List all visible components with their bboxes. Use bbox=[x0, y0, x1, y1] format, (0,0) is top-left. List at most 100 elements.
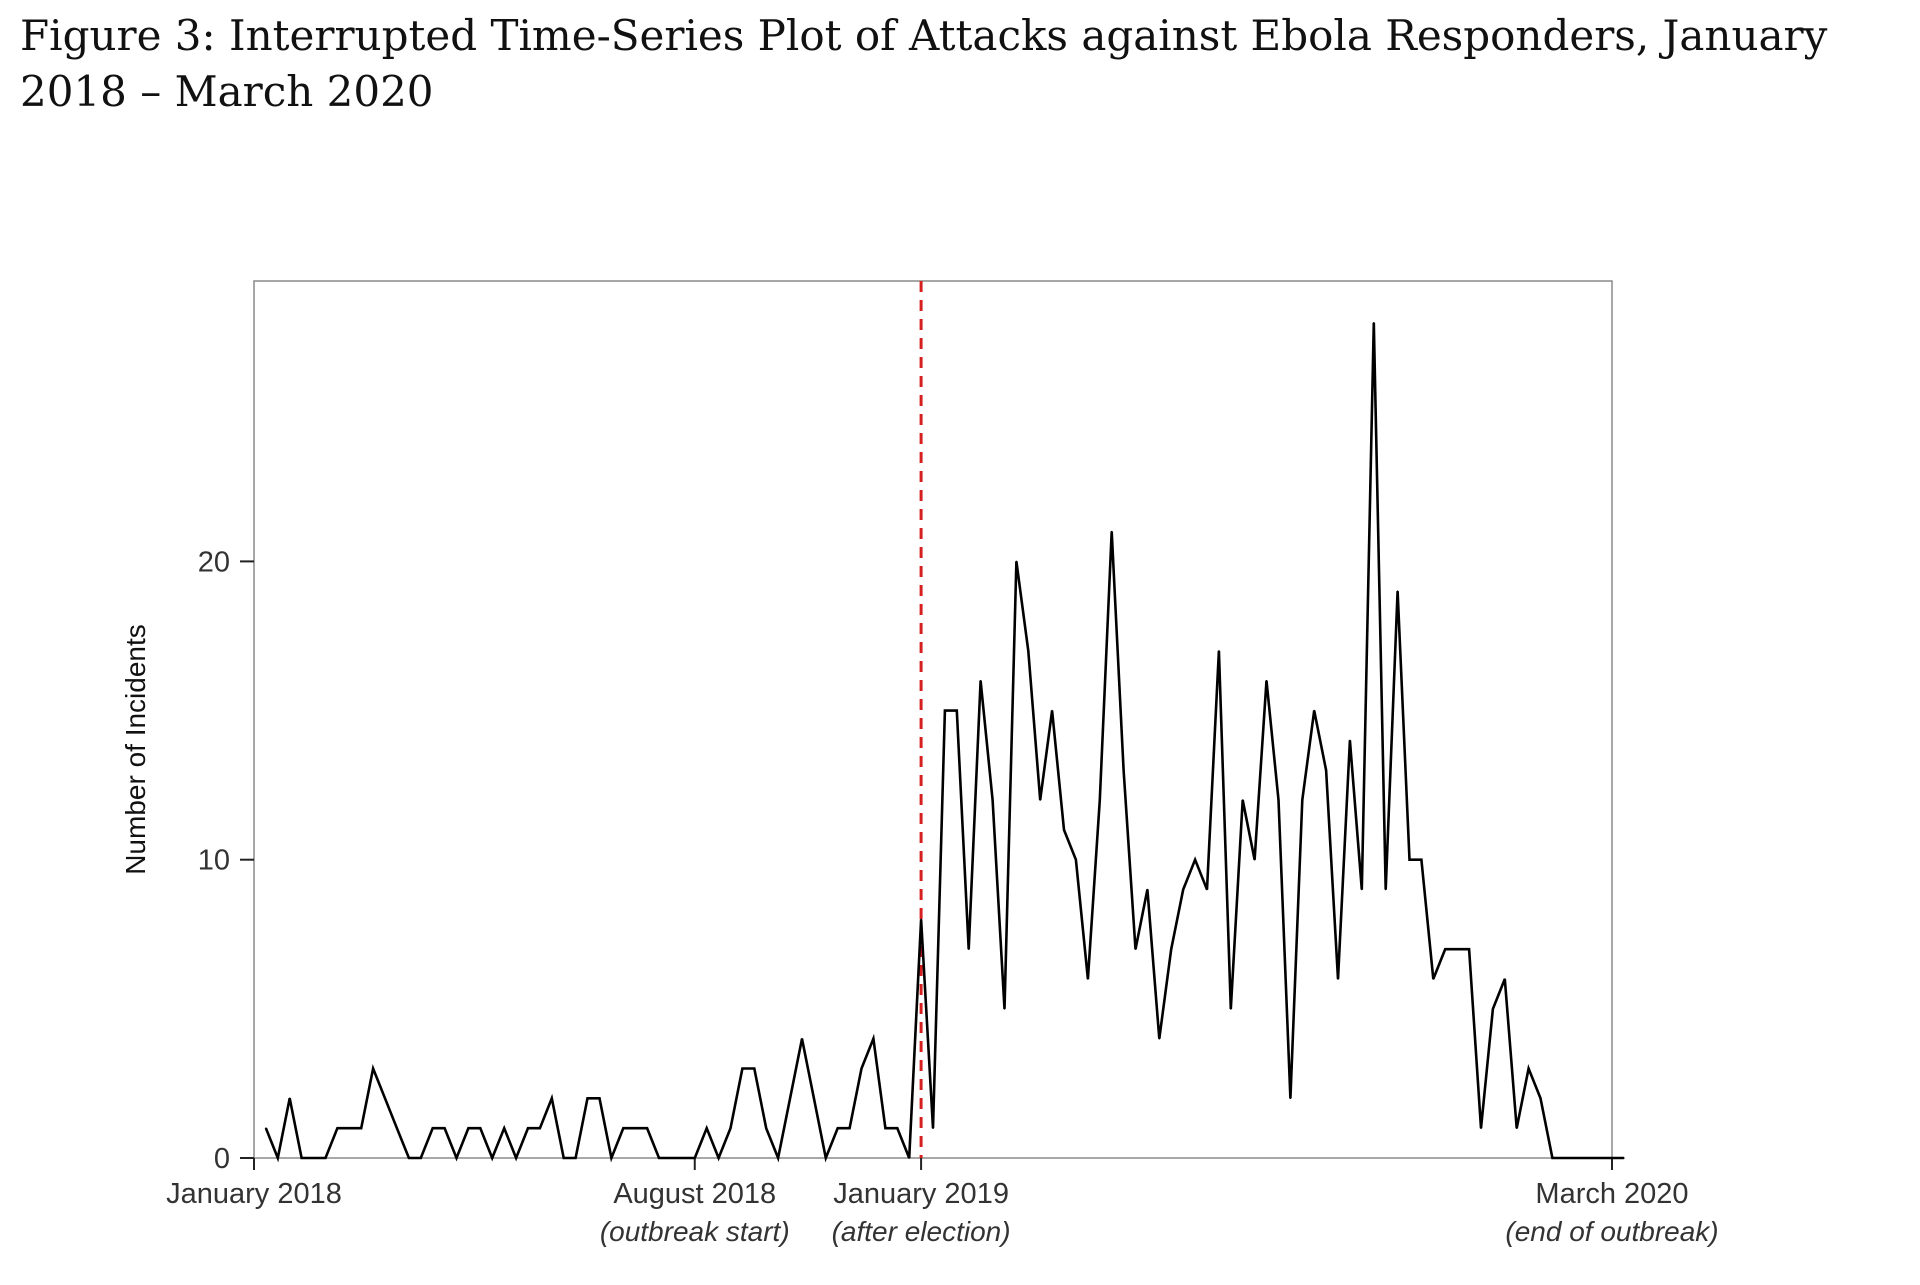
data-point bbox=[860, 1067, 863, 1070]
data-point bbox=[753, 1067, 756, 1070]
data-point bbox=[622, 1127, 625, 1129]
data-point bbox=[908, 1157, 910, 1159]
data-point bbox=[1039, 799, 1041, 801]
data-point bbox=[1277, 799, 1280, 801]
data-point bbox=[420, 1157, 422, 1159]
data-point bbox=[1110, 530, 1113, 533]
data-point bbox=[1063, 829, 1065, 831]
data-point bbox=[1384, 888, 1387, 891]
data-point bbox=[1194, 858, 1196, 861]
data-point bbox=[1075, 858, 1077, 861]
data-point bbox=[1325, 769, 1327, 771]
y-axis-title: Number of Incidents bbox=[120, 624, 151, 875]
y-tick-label: 10 bbox=[198, 845, 230, 877]
data-point bbox=[1087, 978, 1089, 980]
data-point bbox=[825, 1157, 827, 1159]
data-point bbox=[1587, 1157, 1589, 1159]
y-axis: 0 10 20 bbox=[198, 546, 254, 1175]
data-point bbox=[777, 1157, 779, 1159]
data-point bbox=[1468, 948, 1470, 950]
data-point bbox=[1599, 1157, 1601, 1159]
data-point bbox=[574, 1157, 577, 1159]
data-point bbox=[956, 709, 958, 712]
data-point bbox=[1206, 888, 1208, 891]
data-point bbox=[539, 1127, 541, 1129]
data-point bbox=[288, 1097, 291, 1100]
data-point bbox=[1456, 948, 1458, 950]
data-point bbox=[1218, 650, 1220, 652]
data-point bbox=[1492, 1008, 1494, 1010]
data-point bbox=[503, 1127, 506, 1129]
x-tick-label: January 2018 bbox=[166, 1178, 342, 1210]
data-point bbox=[729, 1127, 732, 1129]
data-point bbox=[610, 1157, 613, 1159]
data-point bbox=[1563, 1157, 1566, 1159]
data-point bbox=[848, 1127, 851, 1129]
data-point bbox=[658, 1157, 660, 1159]
data-point bbox=[396, 1127, 398, 1129]
data-point bbox=[920, 918, 922, 921]
x-tick-sublabel: (outbreak start) bbox=[600, 1216, 790, 1247]
data-point bbox=[372, 1067, 374, 1070]
data-point bbox=[527, 1127, 529, 1129]
data-point bbox=[741, 1067, 744, 1070]
data-point bbox=[967, 948, 970, 950]
data-point bbox=[1289, 1097, 1292, 1100]
y-tick-label: 0 bbox=[214, 1143, 230, 1175]
data-point bbox=[491, 1157, 494, 1159]
data-point bbox=[443, 1127, 446, 1129]
x-tick-sublabel: (after election) bbox=[832, 1216, 1011, 1247]
data-point bbox=[979, 679, 982, 682]
data-point bbox=[1539, 1097, 1542, 1100]
data-point bbox=[1134, 948, 1137, 950]
data-point bbox=[1313, 709, 1315, 712]
data-point bbox=[1301, 799, 1304, 801]
data-point bbox=[336, 1127, 339, 1129]
data-point bbox=[1182, 888, 1184, 891]
data-point bbox=[1003, 1008, 1006, 1010]
data-point bbox=[1480, 1127, 1482, 1129]
data-point bbox=[670, 1157, 672, 1159]
data-point bbox=[277, 1157, 279, 1159]
data-point bbox=[717, 1157, 720, 1159]
data-point bbox=[300, 1157, 303, 1159]
series-layer bbox=[264, 322, 1625, 1163]
data-point bbox=[1099, 799, 1101, 801]
data-point bbox=[384, 1097, 386, 1100]
series-line bbox=[264, 322, 1624, 1163]
data-point bbox=[1015, 560, 1018, 563]
data-point bbox=[467, 1127, 470, 1129]
data-point bbox=[598, 1097, 601, 1100]
x-axis: January 2018 August 2018 (outbreak start) J… bbox=[166, 1158, 1719, 1247]
x-tick-label: August 2018 bbox=[613, 1178, 776, 1210]
data-point bbox=[1265, 679, 1268, 682]
x-tick-label: January 2019 bbox=[833, 1178, 1009, 1210]
data-point bbox=[515, 1157, 517, 1159]
data-point bbox=[586, 1097, 589, 1100]
data-point bbox=[1361, 888, 1363, 891]
data-point bbox=[455, 1157, 458, 1159]
data-point bbox=[1170, 948, 1172, 950]
data-point bbox=[1253, 858, 1256, 861]
data-point bbox=[932, 1127, 934, 1129]
data-point bbox=[705, 1127, 708, 1129]
data-point bbox=[1337, 978, 1339, 980]
data-point bbox=[1432, 978, 1435, 980]
data-point bbox=[765, 1127, 767, 1129]
data-point bbox=[1373, 322, 1375, 324]
data-point bbox=[551, 1097, 553, 1100]
data-point bbox=[1122, 769, 1125, 771]
data-point bbox=[991, 799, 994, 801]
y-tick-label: 20 bbox=[198, 546, 230, 578]
data-point bbox=[265, 1127, 267, 1129]
plot-border bbox=[253, 280, 1613, 1159]
data-point bbox=[431, 1127, 434, 1129]
data-point bbox=[1623, 1157, 1625, 1159]
data-point bbox=[408, 1157, 410, 1159]
data-point bbox=[1230, 1008, 1232, 1010]
data-point bbox=[813, 1097, 815, 1100]
data-point bbox=[1444, 948, 1446, 950]
data-point bbox=[682, 1157, 684, 1159]
data-point bbox=[1611, 1157, 1613, 1159]
